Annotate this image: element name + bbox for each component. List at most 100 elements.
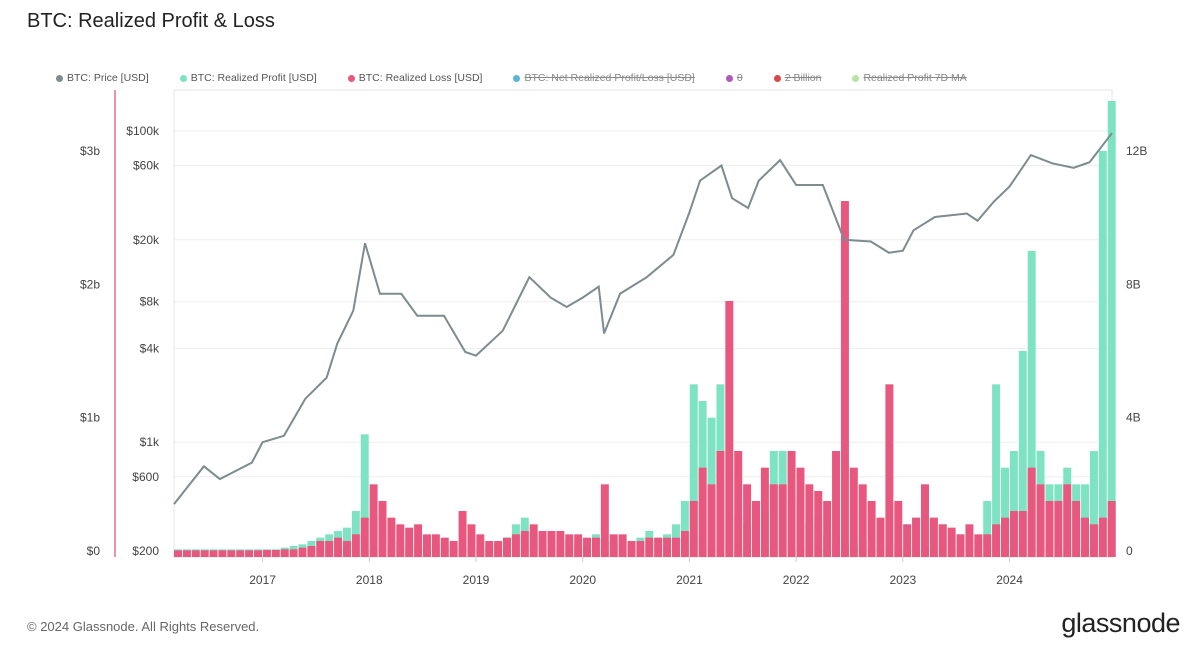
loss-bar bbox=[449, 541, 458, 557]
profit-bar bbox=[1089, 451, 1098, 557]
price-axis-tick: $200 bbox=[132, 544, 159, 558]
loss-bar bbox=[182, 550, 191, 557]
left-axis-tick: $0 bbox=[87, 544, 101, 558]
loss-bar bbox=[1107, 501, 1116, 557]
loss-bar bbox=[591, 537, 600, 557]
loss-bar bbox=[752, 501, 760, 557]
loss-bar bbox=[494, 541, 503, 557]
glassnode-logo[interactable]: glassnode bbox=[1061, 608, 1180, 638]
loss-bar bbox=[458, 511, 467, 557]
loss-bar bbox=[689, 501, 698, 557]
left-axis-tick: $3b bbox=[80, 144, 100, 158]
right-axis-tick: 12B bbox=[1126, 144, 1147, 158]
legend-label: 0 bbox=[736, 72, 743, 84]
legend-label: BTC: Net Realized Profit/Loss [USD] bbox=[524, 72, 695, 84]
loss-bar bbox=[547, 531, 556, 557]
loss-bar bbox=[894, 501, 903, 557]
legend-item[interactable]: Realized Profit 7D MA bbox=[852, 72, 967, 84]
loss-bar bbox=[209, 550, 218, 557]
loss-bar bbox=[245, 550, 254, 557]
price-axis-tick: $4k bbox=[140, 342, 160, 356]
loss-bar bbox=[440, 537, 449, 557]
loss-bar bbox=[680, 531, 689, 557]
loss-bar bbox=[938, 524, 947, 557]
profit-bar bbox=[1001, 467, 1009, 557]
loss-bar bbox=[316, 541, 325, 557]
chart-title: BTC: Realized Profit & Loss bbox=[27, 10, 275, 32]
loss-bar bbox=[707, 484, 716, 557]
price-axis-tick: $100k bbox=[126, 124, 160, 138]
legend-dot-icon bbox=[56, 74, 63, 82]
loss-bar bbox=[431, 534, 440, 557]
price-axis-tick: $1k bbox=[140, 435, 160, 449]
legend-dot-icon bbox=[725, 74, 733, 82]
loss-bar bbox=[1036, 484, 1045, 557]
loss-bar bbox=[1001, 517, 1009, 557]
profit-bar bbox=[360, 434, 369, 557]
loss-bar bbox=[671, 537, 680, 557]
loss-bar bbox=[1063, 484, 1072, 557]
profit-bar bbox=[1107, 101, 1116, 557]
x-axis-tick: 2023 bbox=[889, 573, 916, 587]
legend-label: BTC: Realized Profit [USD] bbox=[190, 72, 317, 84]
loss-bar bbox=[769, 484, 778, 557]
profit-bar bbox=[680, 501, 689, 557]
right-axis-tick: 4B bbox=[1126, 411, 1141, 425]
legend-item[interactable]: BTC: Net Realized Profit/Loss [USD] bbox=[513, 72, 695, 84]
loss-bar bbox=[520, 531, 529, 557]
loss-bar bbox=[298, 547, 307, 557]
right-axis-tick: 8B bbox=[1126, 277, 1141, 291]
loss-bar bbox=[200, 550, 209, 557]
legend-item[interactable]: BTC: Realized Profit [USD] bbox=[179, 72, 317, 84]
loss-bar bbox=[476, 534, 485, 557]
loss-bar bbox=[787, 451, 796, 557]
loss-bar bbox=[823, 501, 832, 557]
loss-bar bbox=[280, 549, 289, 557]
loss-bar bbox=[289, 549, 298, 557]
price-line bbox=[173, 132, 1113, 505]
loss-bar bbox=[369, 484, 378, 557]
loss-bar bbox=[1027, 467, 1036, 557]
loss-bar bbox=[574, 534, 583, 557]
loss-bar bbox=[503, 537, 511, 557]
profit-bar bbox=[1009, 451, 1018, 557]
loss-bar bbox=[618, 534, 627, 557]
x-axis-tick: 2017 bbox=[249, 573, 276, 587]
loss-bar bbox=[983, 534, 992, 557]
loss-bar bbox=[1072, 501, 1081, 557]
profit-bar bbox=[992, 384, 1001, 557]
legend-dot-icon bbox=[513, 74, 521, 82]
loss-bar bbox=[538, 531, 547, 557]
legend-dot-icon bbox=[773, 74, 781, 82]
profit-bar bbox=[351, 511, 360, 557]
loss-bar bbox=[760, 467, 769, 557]
price-axis-tick: $60k bbox=[133, 159, 160, 173]
loss-bar bbox=[511, 534, 520, 557]
loss-bar bbox=[929, 517, 938, 557]
loss-bar bbox=[254, 550, 262, 557]
loss-bar bbox=[627, 541, 636, 557]
loss-bar bbox=[716, 451, 725, 557]
legend-item[interactable]: 0 bbox=[725, 72, 743, 84]
loss-bar bbox=[191, 550, 200, 557]
right-axis-tick: 0 bbox=[1126, 544, 1133, 558]
loss-bar bbox=[645, 537, 654, 557]
loss-bar bbox=[805, 484, 814, 557]
loss-bar bbox=[307, 546, 316, 557]
loss-bar bbox=[387, 517, 396, 557]
legend-item[interactable]: BTC: Realized Loss [USD] bbox=[347, 72, 482, 84]
loss-bar bbox=[947, 527, 956, 557]
loss-bar bbox=[1009, 511, 1018, 557]
loss-bar bbox=[583, 537, 592, 557]
legend-dot-icon bbox=[852, 74, 860, 82]
x-axis-tick: 2019 bbox=[463, 573, 490, 587]
legend-item[interactable]: BTC: Price [USD] bbox=[56, 72, 149, 84]
loss-bar bbox=[974, 534, 983, 557]
left-axis-tick: $1b bbox=[80, 411, 100, 425]
copyright: © 2024 Glassnode. All Rights Reserved. bbox=[27, 619, 260, 634]
loss-bar bbox=[1081, 517, 1090, 557]
x-axis-tick: 2021 bbox=[676, 573, 703, 587]
legend-item[interactable]: 2 Billion bbox=[773, 72, 821, 84]
loss-bar bbox=[351, 534, 360, 557]
